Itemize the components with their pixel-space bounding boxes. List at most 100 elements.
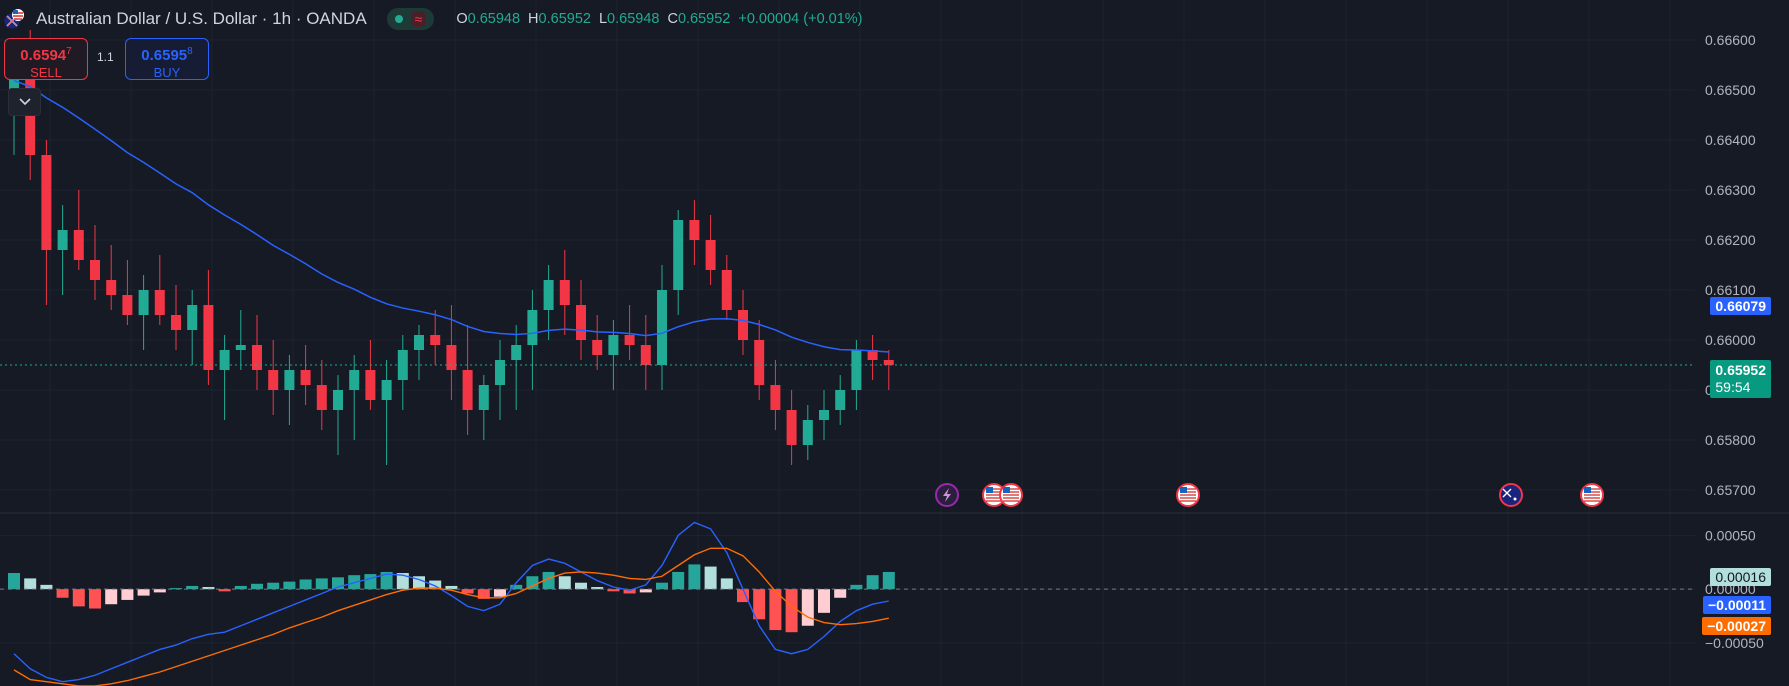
histogram-bar — [785, 589, 798, 633]
histogram-bar — [202, 587, 215, 590]
sell-price: 0.65947 — [20, 46, 72, 64]
macd-tick-label: 0.00050 — [1705, 527, 1756, 543]
histogram-bar — [380, 571, 393, 590]
candle-body — [154, 290, 165, 315]
market-status[interactable]: ≈ — [386, 8, 435, 30]
spread-value: 1.1 — [97, 50, 114, 64]
candle-body — [57, 230, 68, 250]
histogram-bar — [882, 571, 895, 590]
histogram-bar — [494, 589, 506, 597]
price-tick-label: 0.66000 — [1705, 332, 1756, 348]
moving-average-price-label: 0.66079 — [1710, 297, 1771, 315]
candle-body — [219, 350, 230, 370]
histogram-bar — [737, 589, 749, 603]
price-tick-label: 0.66500 — [1705, 82, 1756, 98]
histogram-bar — [510, 584, 523, 590]
collapse-legend-button[interactable] — [8, 88, 41, 116]
histogram-bar — [526, 576, 539, 590]
buy-label: BUY — [153, 65, 181, 80]
candle-body — [300, 370, 311, 385]
candle-body — [203, 305, 214, 370]
candle-body — [543, 280, 554, 310]
economic-events[interactable] — [935, 483, 1604, 507]
candle-body — [883, 360, 894, 365]
ohlc-high: H0.65952 — [528, 11, 591, 27]
histogram-bar — [234, 585, 247, 590]
candle-body — [73, 230, 84, 260]
histogram-bar — [137, 589, 150, 596]
price-tick-label: 0.66200 — [1705, 232, 1756, 248]
last-price-label: 0.65952 59:54 — [1710, 360, 1771, 398]
histogram-bar — [850, 584, 863, 590]
candle-body — [106, 280, 117, 295]
signal-value-label: −0.00027 — [1702, 617, 1771, 635]
symbol-title[interactable]: Australian Dollar / U.S. Dollar · 1h · O… — [36, 9, 367, 28]
candle-body — [673, 220, 684, 290]
candle-body — [640, 345, 651, 365]
candle-body — [462, 370, 473, 410]
buy-button[interactable]: 0.65958 BUY — [125, 38, 209, 80]
chart-legend: Australian Dollar / U.S. Dollar · 1h · O… — [4, 6, 863, 32]
histogram-bar — [753, 589, 766, 620]
histogram-bar — [801, 589, 814, 626]
histogram-bar — [8, 573, 20, 590]
candle-body — [316, 385, 327, 410]
candle-body — [835, 390, 846, 410]
histogram-bar — [413, 576, 425, 590]
price-tick-label: 0.65700 — [1705, 482, 1756, 498]
price-tick-label: 0.65800 — [1705, 432, 1756, 448]
candle-body — [592, 340, 603, 355]
histogram-bar — [591, 587, 604, 590]
candle-body — [187, 305, 198, 330]
histogram-value-label: 0.00016 — [1710, 568, 1771, 586]
histogram-bar — [315, 578, 328, 590]
histogram-bar — [834, 589, 847, 598]
histogram-bar — [283, 581, 296, 590]
histogram-bar — [623, 589, 636, 594]
sell-button[interactable]: 0.65947 SELL — [4, 38, 88, 80]
buy-price: 0.65958 — [141, 46, 193, 64]
candle-body — [90, 260, 100, 280]
histogram-bar — [704, 566, 717, 590]
ohlc-close: C0.65952 — [667, 11, 731, 27]
sell-label: SELL — [30, 65, 62, 80]
price-tick-label: 0.66600 — [1705, 32, 1756, 48]
histogram-bar — [769, 589, 782, 631]
candle-body — [171, 315, 181, 330]
lightning-event-icon[interactable] — [935, 483, 959, 507]
us-flag-event-icon[interactable] — [1580, 483, 1604, 507]
event-ring — [1499, 483, 1523, 507]
candle-body — [851, 350, 862, 390]
histogram-bar — [656, 582, 668, 590]
price-tick-label: 0.66400 — [1705, 132, 1756, 148]
histogram-bar — [332, 577, 344, 590]
flag-cross — [1502, 488, 1512, 498]
histogram-bar — [218, 589, 231, 592]
candle-body — [786, 410, 797, 445]
us-flag-event-icon[interactable] — [1176, 483, 1200, 507]
histogram-bar — [251, 583, 263, 590]
candle-body — [511, 345, 522, 360]
au-flag-event-icon[interactable] — [1499, 483, 1523, 507]
candle-body — [657, 290, 667, 365]
histogram-bar — [818, 589, 830, 613]
price-axis[interactable]: 0.66600 0.66500 0.66400 0.66300 0.66200 0.661… — [1705, 32, 1764, 651]
candle-body — [446, 345, 457, 370]
candle-body — [41, 155, 52, 250]
ohlc-open: O0.65948 — [456, 11, 521, 27]
candle-body — [138, 290, 149, 315]
histogram-bar — [170, 588, 182, 590]
grid — [0, 0, 1695, 686]
candle-body — [252, 345, 262, 370]
flag-canton — [1180, 487, 1187, 493]
bar-countdown: 59:54 — [1715, 379, 1751, 395]
lightning-glyph — [943, 488, 951, 502]
histogram-bar — [40, 584, 53, 590]
ohlc-values: O0.65948 H0.65952 L0.65948 C0.65952 +0.0… — [456, 11, 862, 27]
macd-tick-label: −0.00050 — [1705, 635, 1764, 651]
histogram-bar — [267, 582, 280, 590]
us-flag-event-icon[interactable] — [999, 483, 1023, 507]
au-us-flag-icon — [4, 8, 26, 30]
price-tick-label: 0.66100 — [1705, 282, 1756, 298]
